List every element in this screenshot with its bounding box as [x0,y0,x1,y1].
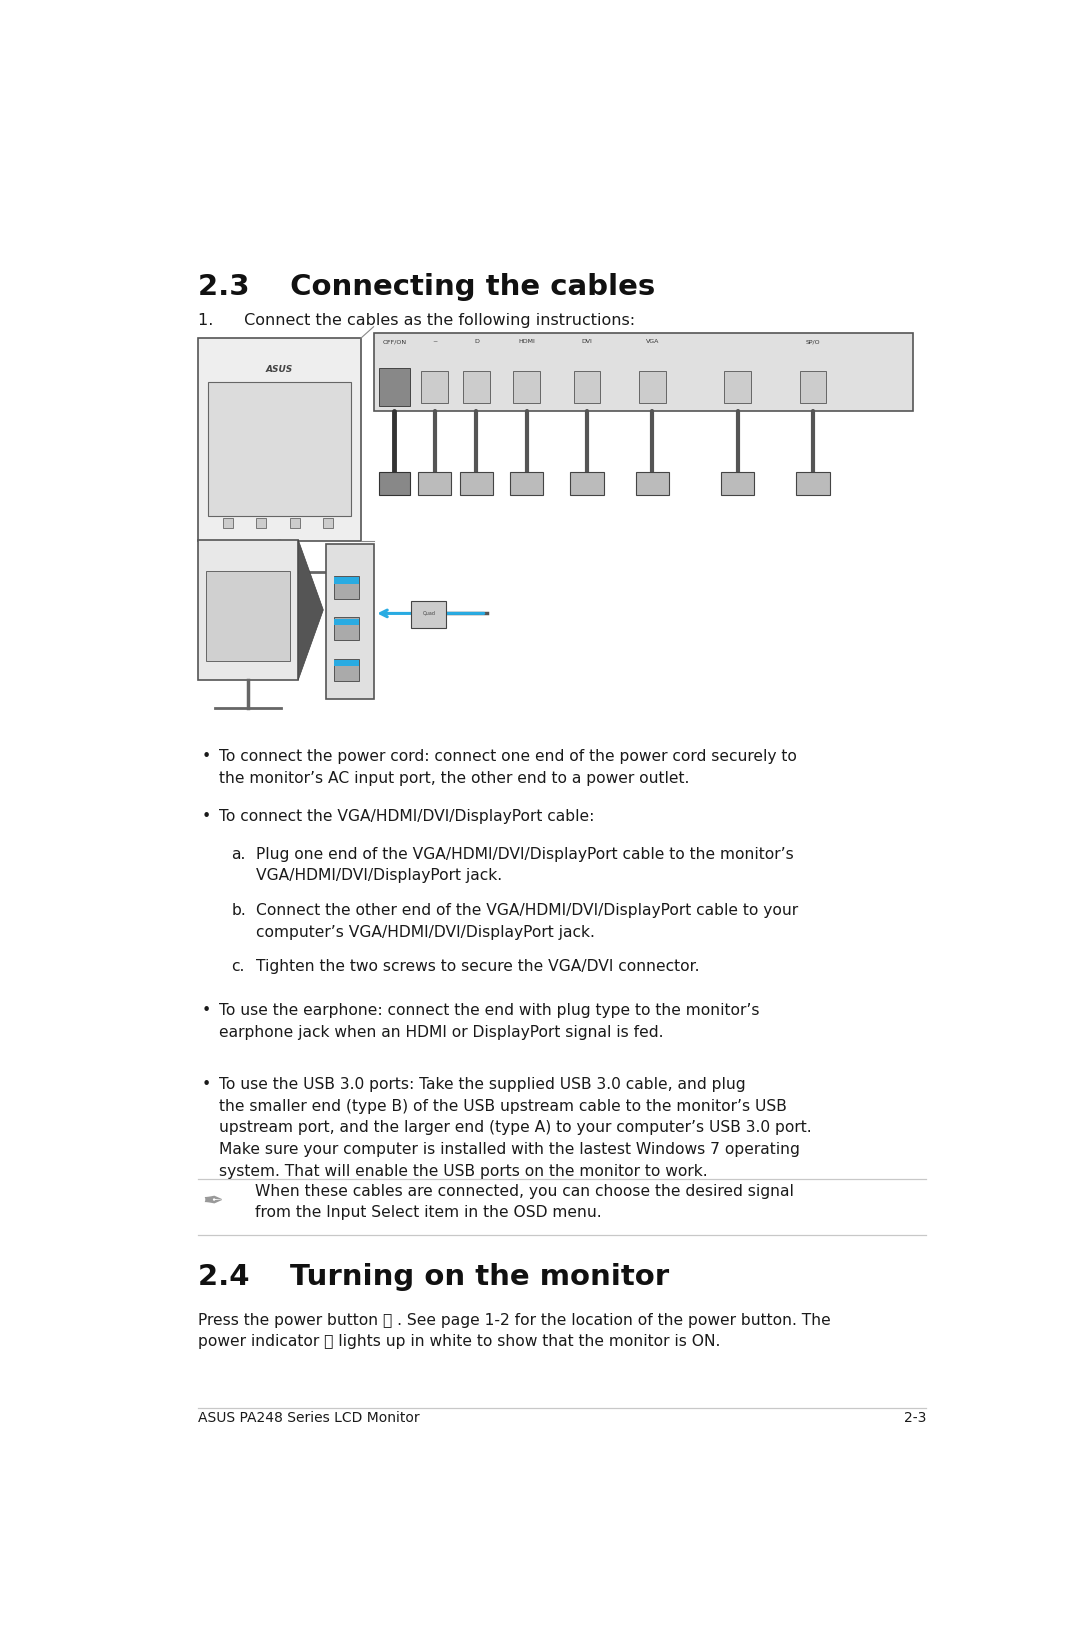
Text: Press the power button ⏻ . See page 1-2 for the location of the power button. Th: Press the power button ⏻ . See page 1-2 … [198,1313,831,1349]
Text: •: • [202,1004,212,1019]
Text: D: D [474,340,478,345]
Bar [570,472,604,495]
Text: DVI: DVI [581,340,593,345]
Bar [421,371,448,403]
Bar [573,371,600,403]
Text: a.: a. [231,846,245,862]
Text: •: • [202,748,212,765]
Bar [256,519,267,529]
Text: 2-3: 2-3 [904,1412,926,1425]
Bar [374,334,914,410]
Polygon shape [298,540,323,680]
Text: ASUS PA248 Series LCD Monitor: ASUS PA248 Series LCD Monitor [198,1412,419,1425]
Bar [334,617,360,639]
Text: Connect the other end of the VGA/HDMI/DVI/DisplayPort cable to your
computer’s V: Connect the other end of the VGA/HDMI/DV… [256,903,798,940]
Text: •: • [202,809,212,825]
Text: To connect the VGA/HDMI/DVI/DisplayPort cable:: To connect the VGA/HDMI/DVI/DisplayPort … [218,809,594,825]
Bar [334,618,360,625]
Bar [379,368,409,405]
Bar [513,371,540,403]
Bar [198,338,361,542]
Text: Quad: Quad [422,610,435,617]
Text: To use the earphone: connect the end with plug type to the monitor’s
earphone ja: To use the earphone: connect the end wit… [218,1004,759,1040]
Bar [799,371,826,403]
Text: SP/O: SP/O [806,340,821,345]
Text: Plug one end of the VGA/HDMI/DVI/DisplayPort cable to the monitor’s
VGA/HDMI/DVI: Plug one end of the VGA/HDMI/DVI/Display… [256,846,794,883]
Bar [721,472,754,495]
Text: When these cables are connected, you can choose the desired signal
from the Inpu: When these cables are connected, you can… [255,1184,794,1220]
Text: ~: ~ [432,340,437,345]
Text: b.: b. [231,903,246,918]
Text: Tighten the two screws to secure the VGA/DVI connector.: Tighten the two screws to secure the VGA… [256,960,700,975]
Text: c.: c. [231,960,245,975]
Text: 2.3    Connecting the cables: 2.3 Connecting the cables [198,273,656,301]
Bar [198,540,298,680]
Bar [379,472,409,495]
Bar [411,600,446,628]
Bar [334,576,360,599]
Bar [725,371,751,403]
Bar [463,371,490,403]
Bar [460,472,494,495]
Bar [510,472,543,495]
Bar [326,543,375,700]
Text: VGA: VGA [646,340,659,345]
Bar [206,571,289,661]
Text: To connect the power cord: connect one end of the power cord securely to
the mon: To connect the power cord: connect one e… [218,748,797,786]
Bar [334,661,360,667]
Bar [207,382,351,516]
Text: HDMI: HDMI [518,340,536,345]
Text: •: • [202,1077,212,1092]
Text: 2.4    Turning on the monitor: 2.4 Turning on the monitor [198,1263,669,1290]
Text: ✒: ✒ [202,1189,222,1214]
Bar [222,519,233,529]
Bar [418,472,451,495]
Text: ASUS: ASUS [266,364,293,374]
Text: To use the USB 3.0 ports: Take the supplied USB 3.0 cable, and plug
the smaller : To use the USB 3.0 ports: Take the suppl… [218,1077,811,1178]
Bar [796,472,829,495]
Bar [334,659,360,682]
Bar [635,472,669,495]
Bar [289,519,300,529]
Bar [639,371,665,403]
Bar [323,519,334,529]
Text: OFF/ON: OFF/ON [382,340,406,345]
Text: 1.      Connect the cables as the following instructions:: 1. Connect the cables as the following i… [198,312,635,329]
Bar [334,578,360,584]
